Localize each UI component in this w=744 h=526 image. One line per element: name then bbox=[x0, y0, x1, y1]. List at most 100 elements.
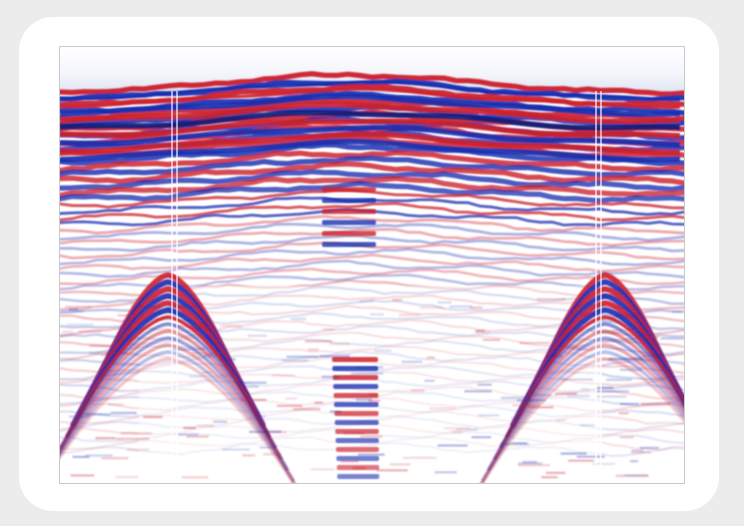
reflection-band bbox=[60, 222, 684, 242]
noise-speckle bbox=[592, 462, 615, 465]
noise-speckle bbox=[213, 420, 228, 423]
noise-speckle bbox=[510, 417, 520, 420]
noise-speckle bbox=[220, 358, 236, 361]
noise-speckle bbox=[619, 412, 629, 415]
strong-reflection-band bbox=[60, 124, 681, 148]
column-band bbox=[336, 456, 380, 461]
noise-speckle bbox=[635, 336, 659, 339]
noise-speckle bbox=[282, 359, 309, 362]
noise-speckle bbox=[70, 474, 95, 477]
strong-reflection-band bbox=[60, 110, 681, 131]
column-band bbox=[333, 384, 379, 389]
noise-speckle bbox=[308, 348, 319, 351]
noise-speckle bbox=[319, 355, 350, 358]
reflection-band bbox=[60, 234, 684, 253]
noise-speckle bbox=[596, 395, 627, 398]
noise-speckle bbox=[123, 340, 133, 343]
reflection-band bbox=[60, 214, 684, 235]
noise-speckle bbox=[437, 301, 452, 304]
strong-reflection-band bbox=[60, 101, 681, 125]
noise-speckle bbox=[85, 413, 111, 416]
noise-speckle bbox=[247, 334, 268, 337]
vertical-trace-markers bbox=[171, 91, 602, 483]
noise-speckle bbox=[631, 451, 652, 454]
noise-speckle bbox=[597, 386, 614, 389]
noise-speckle bbox=[410, 389, 425, 392]
column-band bbox=[322, 220, 376, 225]
hyperbola-arc bbox=[60, 322, 277, 449]
noise-speckle bbox=[482, 338, 501, 341]
noise-speckle bbox=[272, 374, 296, 377]
noise-speckle bbox=[359, 300, 374, 303]
noise-speckle bbox=[249, 430, 282, 433]
noise-speckle bbox=[340, 460, 359, 463]
noise-speckle bbox=[427, 356, 436, 359]
noise-speckle bbox=[143, 415, 163, 419]
noise-speckle bbox=[613, 315, 638, 318]
column-band bbox=[322, 209, 376, 214]
noise-speckle bbox=[65, 305, 92, 308]
radargram-image bbox=[60, 47, 684, 483]
reflection-band bbox=[60, 259, 684, 279]
column-band bbox=[322, 231, 376, 236]
noise-speckle bbox=[115, 475, 139, 479]
noise-speckle bbox=[285, 397, 298, 400]
noise-speckle bbox=[608, 357, 643, 360]
noise-speckle bbox=[329, 342, 350, 345]
noise-speckle bbox=[500, 396, 531, 399]
noise-speckle bbox=[518, 462, 543, 465]
strong-reflection-band bbox=[60, 131, 681, 156]
noise-speckle bbox=[577, 304, 605, 307]
column-band bbox=[332, 357, 378, 362]
noise-speckle bbox=[69, 415, 90, 418]
noise-speckle bbox=[619, 368, 643, 371]
column-band bbox=[335, 438, 379, 443]
noise-speckle bbox=[242, 454, 256, 457]
noise-speckle bbox=[522, 461, 538, 464]
noise-speckle bbox=[105, 352, 128, 355]
noise-speckle bbox=[310, 468, 336, 471]
noise-speckle bbox=[642, 354, 663, 357]
noise-speckle bbox=[60, 310, 84, 313]
noise-speckle bbox=[181, 476, 209, 479]
noise-speckle bbox=[360, 435, 383, 438]
noise-speckle bbox=[566, 329, 584, 332]
noise-speckle bbox=[541, 476, 558, 479]
noise-speckle bbox=[611, 329, 646, 332]
noise-speckle bbox=[555, 392, 578, 395]
noise-speckle bbox=[85, 454, 113, 457]
noise-speckle bbox=[168, 305, 196, 308]
noise-speckle bbox=[630, 460, 639, 463]
noise-speckle bbox=[171, 348, 205, 351]
noise-speckle bbox=[356, 398, 373, 401]
noise-speckle bbox=[222, 448, 250, 451]
noise-speckle bbox=[240, 398, 267, 401]
noise-speckle bbox=[682, 363, 684, 366]
reflection-band bbox=[60, 188, 684, 210]
noise-speckle bbox=[631, 449, 644, 452]
noise-speckle bbox=[72, 455, 90, 458]
reflection-band bbox=[60, 273, 684, 292]
noise-speckle bbox=[671, 310, 682, 313]
noise-speckle bbox=[127, 448, 149, 451]
noise-speckle bbox=[660, 337, 684, 340]
noise-speckle bbox=[369, 393, 378, 396]
noise-speckle bbox=[389, 463, 411, 466]
noise-speckle bbox=[62, 330, 73, 333]
noise-speckle bbox=[528, 406, 554, 409]
strong-reflection-band bbox=[60, 87, 681, 109]
noise-speckle bbox=[368, 399, 381, 402]
noise-speckle bbox=[183, 426, 196, 430]
noise-speckle bbox=[639, 446, 660, 449]
hyperbola-arc bbox=[481, 343, 684, 482]
noise-speckle bbox=[322, 328, 335, 331]
hyperbola-arc bbox=[510, 307, 684, 428]
noise-speckle bbox=[537, 298, 566, 301]
noise-speckle bbox=[369, 313, 384, 316]
noise-speckle bbox=[120, 432, 152, 435]
noise-speckle bbox=[358, 453, 385, 456]
reflection-band bbox=[60, 161, 684, 186]
noise-speckle bbox=[451, 430, 463, 433]
noise-speckle bbox=[350, 372, 384, 375]
noise-speckle bbox=[580, 314, 599, 317]
